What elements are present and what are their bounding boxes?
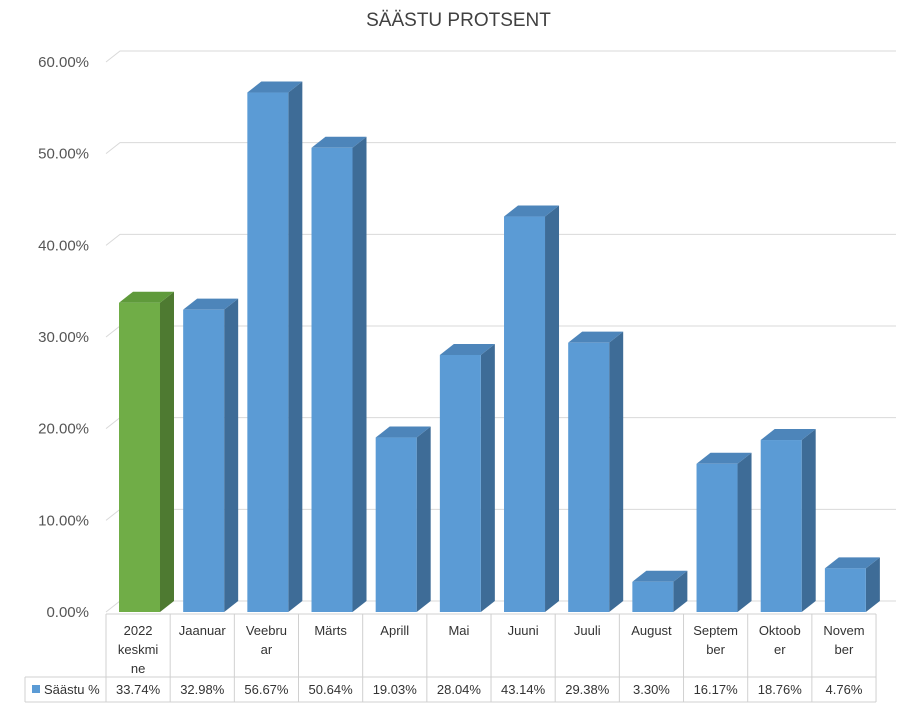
data-label: 56.67% [244, 682, 289, 697]
category-label: 2022 keskmi ne [118, 623, 159, 676]
bar [568, 342, 610, 612]
legend-label: Säästu % [44, 682, 100, 697]
bar [119, 302, 160, 612]
bar-top [183, 298, 239, 310]
bar-side [160, 291, 174, 612]
chart-title: SÄÄSTU PROTSENT [366, 10, 551, 31]
data-label: 3.30% [633, 682, 670, 697]
gridline [105, 50, 896, 63]
bar-top [311, 136, 367, 148]
bar-top [439, 343, 495, 355]
y-tick-label: 10.00% [38, 512, 89, 529]
y-tick-label: 60.00% [38, 54, 89, 71]
data-label: 50.64% [309, 682, 354, 697]
bar-side [416, 426, 431, 612]
bar [760, 440, 802, 612]
category-label: Oktoob er [759, 623, 801, 657]
bar [696, 463, 738, 612]
bar-top [247, 81, 303, 93]
bar-top [504, 205, 560, 217]
bar [439, 354, 481, 612]
data-label: 43.14% [501, 682, 546, 697]
bar [375, 437, 417, 612]
category-label: Mai [448, 623, 469, 638]
bar [311, 147, 353, 613]
category-label: Septem ber [693, 623, 738, 657]
bar-side [801, 429, 816, 612]
bar-top [375, 426, 431, 438]
bar [824, 568, 866, 612]
category-label: Jaanuar [179, 623, 227, 638]
data-label: 16.17% [694, 682, 739, 697]
data-label: 32.98% [180, 682, 225, 697]
y-tick-label: 30.00% [38, 329, 89, 346]
y-tick-label: 50.00% [38, 146, 89, 163]
bar-top [696, 452, 752, 464]
data-label: 4.76% [826, 682, 863, 697]
y-tick-label: 0.00% [46, 604, 89, 621]
bar-side [609, 331, 624, 612]
bar-side [224, 298, 239, 612]
bar [504, 216, 546, 613]
gridline [105, 233, 896, 246]
bar-top [568, 331, 624, 343]
category-label: Novem ber [823, 623, 864, 657]
bar [247, 92, 289, 612]
category-label: August [631, 623, 672, 638]
bar-side [352, 136, 367, 613]
category-label: Märts [314, 623, 347, 638]
bar-side [288, 81, 303, 612]
bar-side [865, 557, 880, 612]
data-label: 33.74% [116, 682, 161, 697]
bar-top [760, 429, 816, 441]
bar-side [737, 452, 752, 612]
bar-side [480, 343, 495, 612]
bar [183, 309, 225, 612]
data-label: 18.76% [758, 682, 803, 697]
bar-top [824, 557, 880, 569]
y-tick-label: 40.00% [38, 237, 89, 254]
data-label: 29.38% [565, 682, 610, 697]
legend-marker [32, 685, 40, 693]
bar-top [119, 291, 174, 303]
category-label: Aprill [380, 623, 409, 638]
data-label: 28.04% [437, 682, 482, 697]
bar-side [545, 205, 560, 613]
data-label: 19.03% [373, 682, 418, 697]
bar-side [673, 570, 688, 612]
category-label: Veebru ar [246, 623, 287, 657]
category-label: Juuli [574, 623, 601, 638]
bar-top [632, 570, 688, 582]
bar [632, 581, 674, 612]
gridline [105, 142, 896, 155]
y-tick-label: 20.00% [38, 421, 89, 438]
category-label: Juuni [508, 623, 539, 638]
